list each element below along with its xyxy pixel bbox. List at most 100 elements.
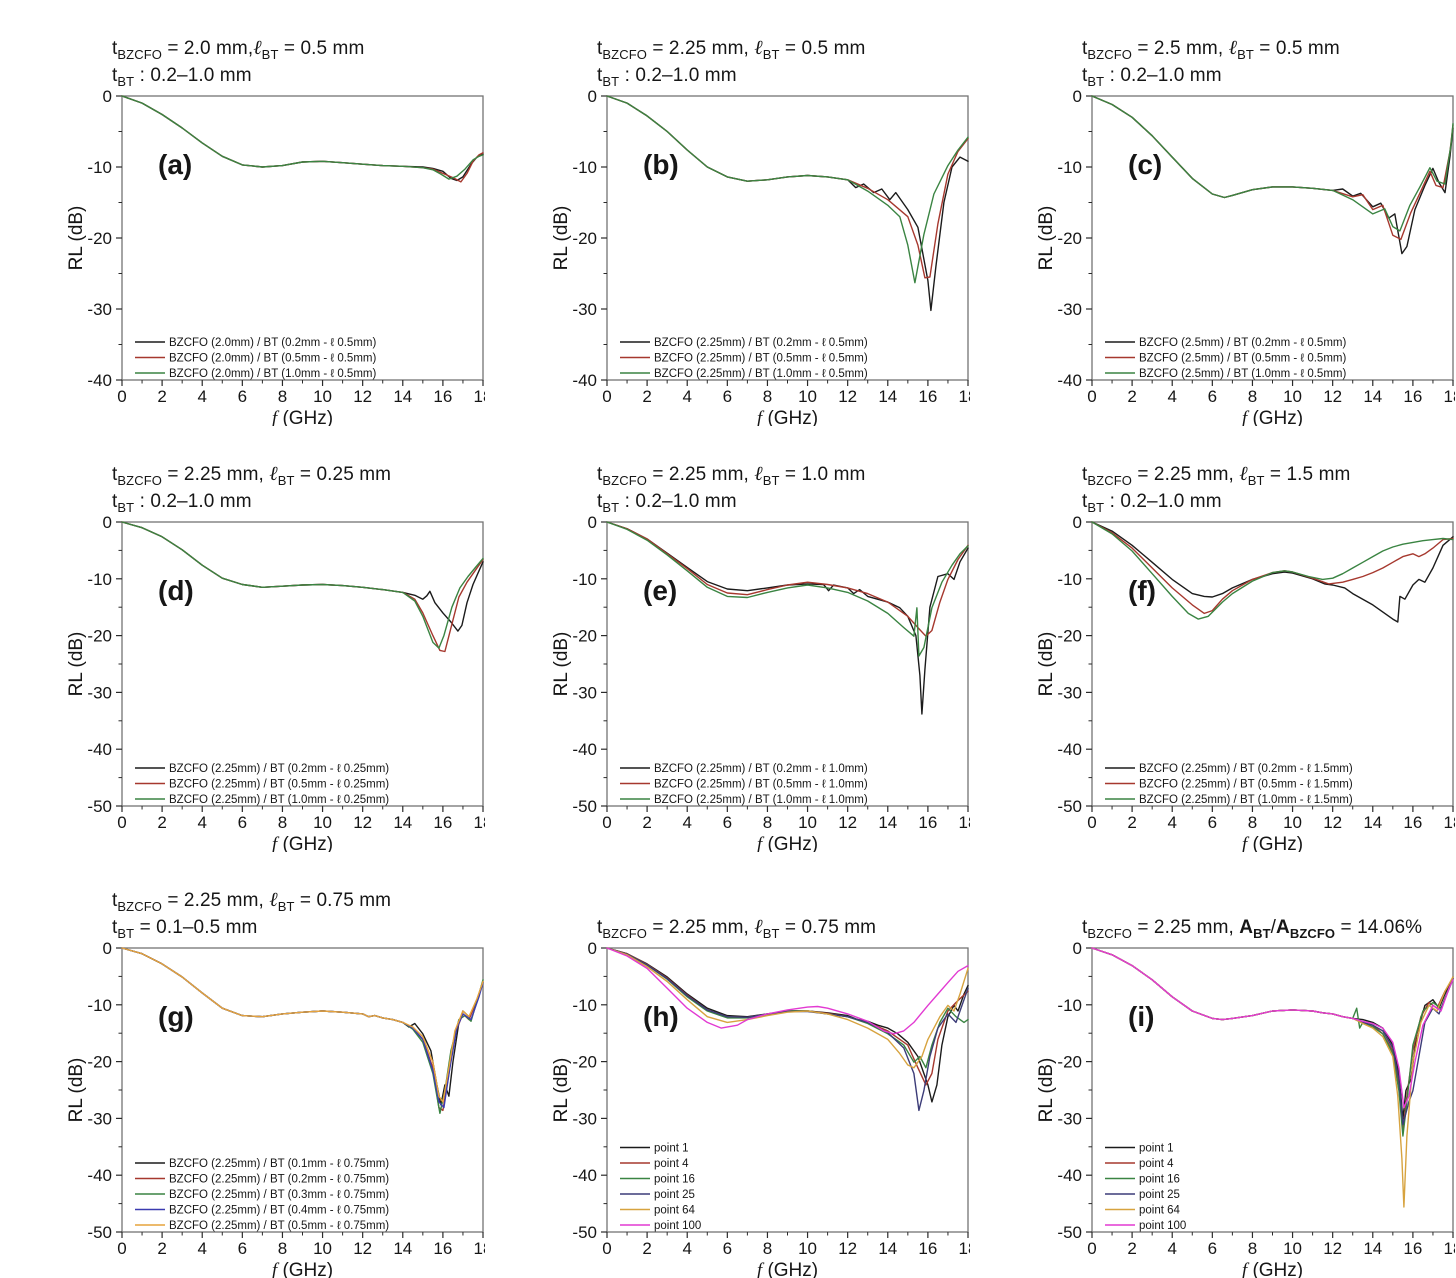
curve-b-2	[606, 95, 969, 284]
svg-text:-50: -50	[572, 1223, 597, 1242]
svg-text:8: 8	[763, 1239, 772, 1258]
svg-text:-40: -40	[1057, 740, 1082, 759]
chart-svg-f: 0 2 4 6 8 10 12 14 16 18 f (GHz) 0 -10 -20 -30 -40 -50 RL…	[1036, 516, 1455, 852]
x-axis-label: f (GHz)	[757, 1260, 818, 1278]
svg-text:-20: -20	[572, 1053, 597, 1072]
svg-text:-50: -50	[87, 1223, 112, 1242]
panel-letter: (b)	[643, 149, 679, 180]
svg-text:0: 0	[103, 90, 112, 106]
svg-text:-30: -30	[1057, 1109, 1082, 1128]
svg-text:4: 4	[1167, 1239, 1176, 1258]
svg-text:2: 2	[642, 813, 651, 832]
title-line: tBZCFO = 2.25 mm, ℓBT = 0.5 mm	[597, 37, 866, 62]
y-axis-label: RL (dB)	[1036, 1058, 1057, 1123]
legend-label: BZCFO (2.25mm) / BT (0.2mm - ℓ 1.5mm)	[1139, 763, 1353, 775]
svg-text:-40: -40	[87, 371, 112, 390]
curve-g-4	[121, 947, 484, 1103]
panel-letter: (g)	[158, 1001, 194, 1032]
y-axis-label: RL (dB)	[66, 206, 87, 271]
svg-text:-10: -10	[572, 158, 597, 177]
svg-text:6: 6	[723, 387, 732, 406]
y-axis: 0 -10 -20 -30 -40 RL (dB)	[66, 90, 122, 390]
title-line: tBT : 0.2–1.0 mm	[597, 65, 737, 89]
svg-text:12: 12	[353, 813, 372, 832]
svg-text:-20: -20	[572, 229, 597, 248]
title-line: tBZCFO = 2.5 mm, ℓBT = 0.5 mm	[1082, 37, 1340, 62]
title-line: tBT : 0.2–1.0 mm	[1082, 491, 1222, 515]
curves	[121, 947, 484, 1115]
x-axis: 0 2 4 6 8 10 12 14 16 18 f (GHz)	[1087, 806, 1455, 852]
svg-text:14: 14	[1363, 813, 1382, 832]
svg-text:0: 0	[1073, 516, 1082, 532]
svg-text:8: 8	[278, 1239, 287, 1258]
legend-label: BZCFO (2.25mm) / BT (0.2mm - ℓ 0.5mm)	[654, 337, 868, 349]
svg-text:2: 2	[1127, 387, 1136, 406]
subplot-f: tBZCFO = 2.25 mm, ℓBT = 1.5 mm tBT : 0.2–…	[970, 426, 1455, 852]
svg-text:-20: -20	[1057, 229, 1082, 248]
svg-text:16: 16	[918, 813, 937, 832]
svg-text:2: 2	[1127, 1239, 1136, 1258]
svg-text:10: 10	[798, 1239, 817, 1258]
svg-text:14: 14	[878, 813, 897, 832]
y-axis-label: RL (dB)	[66, 1058, 87, 1123]
x-axis-label: f (GHz)	[757, 834, 818, 852]
legend: BZCFO (2.5mm) / BT (0.2mm - ℓ 0.5mm) BZCF…	[1105, 337, 1346, 380]
subplot-title-h: tBZCFO = 2.25 mm, ℓBT = 0.75 mm	[485, 852, 970, 942]
svg-text:-30: -30	[87, 1109, 112, 1128]
svg-text:6: 6	[238, 813, 247, 832]
svg-text:12: 12	[1323, 387, 1342, 406]
svg-text:0: 0	[602, 387, 611, 406]
panel-letter: (e)	[643, 575, 677, 606]
svg-text:16: 16	[433, 1239, 452, 1258]
legend-label: BZCFO (2.0mm) / BT (0.2mm - ℓ 0.5mm)	[169, 337, 376, 349]
curves	[606, 947, 969, 1112]
svg-text:14: 14	[878, 387, 897, 406]
svg-text:14: 14	[1363, 387, 1382, 406]
legend: BZCFO (2.0mm) / BT (0.2mm - ℓ 0.5mm) BZCF…	[135, 337, 376, 380]
y-axis: 0 -10 -20 -30 -40 -50 RL (dB)	[551, 516, 607, 816]
x-axis-label: f (GHz)	[1242, 1260, 1303, 1278]
x-axis: 0 2 4 6 8 10 12 14 16 18 f (GHz)	[602, 1232, 970, 1278]
panel-letter: (h)	[643, 1001, 679, 1032]
svg-text:4: 4	[197, 1239, 206, 1258]
svg-text:14: 14	[393, 813, 412, 832]
panel-letter: (a)	[158, 149, 192, 180]
title-line: tBT : 0.2–1.0 mm	[1082, 65, 1222, 89]
curve-a-2	[121, 95, 484, 180]
svg-text:18: 18	[474, 813, 485, 832]
curves	[1091, 95, 1454, 255]
svg-text:6: 6	[238, 1239, 247, 1258]
chart-svg-d: 0 2 4 6 8 10 12 14 16 18 f (GHz) 0 -10 -20 -30 -40 -50 RL…	[66, 516, 485, 852]
svg-text:-30: -30	[572, 1109, 597, 1128]
x-axis-label: f (GHz)	[1242, 834, 1303, 852]
svg-text:14: 14	[1363, 1239, 1382, 1258]
subplot-title-d: tBZCFO = 2.25 mm, ℓBT = 0.25 mm tBT : 0.2…	[0, 426, 485, 516]
svg-text:8: 8	[278, 387, 287, 406]
svg-text:0: 0	[1087, 387, 1096, 406]
svg-text:8: 8	[763, 813, 772, 832]
svg-text:-30: -30	[572, 683, 597, 702]
svg-text:-20: -20	[1057, 1053, 1082, 1072]
svg-text:18: 18	[959, 1239, 970, 1258]
svg-text:-10: -10	[87, 996, 112, 1015]
y-axis: 0 -10 -20 -30 -40 -50 RL (dB)	[66, 516, 122, 816]
svg-text:0: 0	[117, 813, 126, 832]
svg-text:18: 18	[959, 813, 970, 832]
legend-label: BZCFO (2.25mm) / BT (0.2mm - ℓ 0.25mm)	[169, 763, 389, 775]
legend-label: BZCFO (2.25mm) / BT (0.3mm - ℓ 0.75mm)	[169, 1189, 389, 1201]
svg-text:6: 6	[1208, 1239, 1217, 1258]
svg-text:16: 16	[433, 813, 452, 832]
legend-label: BZCFO (2.0mm) / BT (0.5mm - ℓ 0.5mm)	[169, 353, 376, 365]
title-line: tBZCFO = 2.25 mm, ABT/ABZCFO = 14.06%	[1082, 917, 1423, 941]
svg-text:2: 2	[157, 1239, 166, 1258]
svg-text:-40: -40	[1057, 371, 1082, 390]
svg-text:-50: -50	[1057, 1223, 1082, 1242]
legend-label: BZCFO (2.25mm) / BT (0.1mm - ℓ 0.75mm)	[169, 1158, 389, 1170]
legend-label: BZCFO (2.25mm) / BT (1.0mm - ℓ 0.5mm)	[654, 368, 868, 380]
legend-label: point 25	[1139, 1189, 1180, 1201]
svg-text:2: 2	[157, 387, 166, 406]
svg-text:4: 4	[197, 813, 206, 832]
legend-label: BZCFO (2.25mm) / BT (0.4mm - ℓ 0.75mm)	[169, 1205, 389, 1217]
title-line: tBZCFO = 2.25 mm, ℓBT = 0.75 mm	[597, 916, 877, 941]
